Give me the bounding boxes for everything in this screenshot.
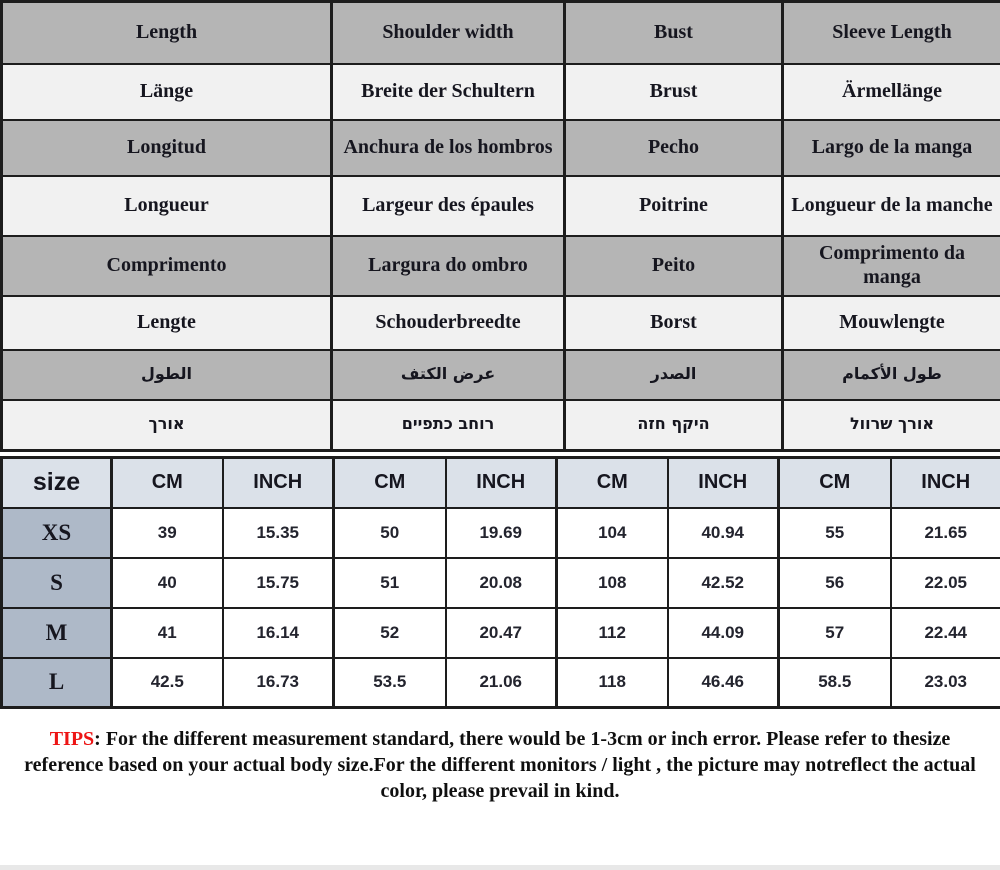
measurement-value: 104	[555, 506, 669, 559]
language-row-german: Länge Breite der Schultern Brust Ärmellänge	[0, 62, 1000, 121]
label-french-length: Longueur	[0, 174, 333, 237]
measurement-value: 56	[777, 556, 892, 609]
size-table-body: size CM INCH CM INCH CM INCH CM INCH XS 39 15.35 50 1…	[0, 456, 1000, 709]
measurement-value: 21.06	[444, 656, 558, 709]
label-spanish-length: Longitud	[0, 118, 333, 177]
label-portuguese-sleeve-length: Comprimento da manga	[781, 234, 1000, 297]
label-arabic-sleeve-length: طول الأكمام	[781, 348, 1000, 401]
size-label-XS: XS	[0, 506, 113, 559]
label-french-bust: Poitrine	[563, 174, 784, 237]
label-spanish-shoulder-width: Anchura de los hombros	[330, 118, 566, 177]
language-row-dutch: Lengte Schouderbreedte Borst Mouwlengte	[0, 294, 1000, 351]
measurement-value: 19.69	[444, 506, 558, 559]
label-arabic-length: الطول	[0, 348, 333, 401]
language-row-english: Length Shoulder width Bust Sleeve Length	[0, 0, 1000, 65]
label-portuguese-shoulder-width: Largura do ombro	[330, 234, 566, 297]
size-row-L: L 42.5 16.73 53.5 21.06 118 46.46 58.5 23.03	[0, 656, 1000, 709]
label-hebrew-shoulder-width: רוחב כתפיים	[330, 398, 566, 452]
size-label-M: M	[0, 606, 113, 659]
label-dutch-bust: Borst	[563, 294, 784, 351]
label-spanish-sleeve-length: Largo de la manga	[781, 118, 1000, 177]
language-row-hebrew: אורך רוחב כתפיים היקף חזה אורך שרוול	[0, 398, 1000, 452]
language-row-arabic: الطول عرض الكتف الصدر طول الأكمام	[0, 348, 1000, 401]
label-spanish-bust: Pecho	[563, 118, 784, 177]
language-table: Length Shoulder width Bust Sleeve Length Län…	[0, 0, 1000, 452]
bottom-strip	[0, 865, 1000, 870]
label-german-length: Länge	[0, 62, 333, 121]
measurement-value: 39	[110, 506, 224, 559]
size-row-M: M 41 16.14 52 20.47 112 44.09 57 22.44	[0, 606, 1000, 659]
label-hebrew-bust: היקף חזה	[563, 398, 784, 452]
measurement-value: 40.94	[666, 506, 780, 559]
label-german-sleeve-length: Ärmellänge	[781, 62, 1000, 121]
tips-label: TIPS	[49, 728, 95, 750]
label-hebrew-sleeve-length: אורך שרוול	[781, 398, 1000, 452]
measurement-value: 50	[332, 506, 447, 559]
size-table-header-row: size CM INCH CM INCH CM INCH CM INCH	[0, 456, 1000, 509]
size-table: size CM INCH CM INCH CM INCH CM INCH XS 39 15.35 50 1…	[0, 456, 1000, 709]
label-arabic-bust: الصدر	[563, 348, 784, 401]
tips-body: : For the different measurement standard…	[24, 728, 976, 802]
tips-text: TIPS: For the different measurement stan…	[11, 726, 989, 804]
language-row-portuguese: Comprimento Largura do ombro Peito Comprime…	[0, 234, 1000, 297]
unit-header: CM	[332, 456, 447, 509]
measurement-value: 42.52	[666, 556, 780, 609]
measurement-value: 21.65	[889, 506, 1000, 559]
measurement-value: 52	[332, 606, 447, 659]
language-table-body: Length Shoulder width Bust Sleeve Length Län…	[0, 0, 1000, 452]
language-row-spanish: Longitud Anchura de los hombros Pecho Largo…	[0, 118, 1000, 177]
unit-header: INCH	[221, 456, 335, 509]
label-hebrew-length: אורך	[0, 398, 333, 452]
size-column-header: size	[0, 456, 113, 509]
measurement-value: 40	[110, 556, 224, 609]
unit-header: INCH	[889, 456, 1000, 509]
size-label-L: L	[0, 656, 113, 709]
size-label-S: S	[0, 556, 113, 609]
label-english-length: Length	[0, 0, 333, 65]
language-row-french: Longueur Largeur des épaules Poitrine Longu…	[0, 174, 1000, 237]
measurement-value: 16.14	[221, 606, 335, 659]
label-german-bust: Brust	[563, 62, 784, 121]
measurement-value: 118	[555, 656, 669, 709]
measurement-value: 23.03	[889, 656, 1000, 709]
measurement-value: 51	[332, 556, 447, 609]
label-french-sleeve-length: Longueur de la manche	[781, 174, 1000, 237]
size-row-S: S 40 15.75 51 20.08 108 42.52 56 22.05	[0, 556, 1000, 609]
measurement-value: 22.44	[889, 606, 1000, 659]
measurement-value: 42.5	[110, 656, 224, 709]
measurement-value: 20.47	[444, 606, 558, 659]
unit-header: CM	[555, 456, 669, 509]
label-portuguese-length: Comprimento	[0, 234, 333, 297]
unit-header: CM	[110, 456, 224, 509]
measurement-value: 46.46	[666, 656, 780, 709]
label-arabic-shoulder-width: عرض الكتف	[330, 348, 566, 401]
measurement-value: 55	[777, 506, 892, 559]
measurement-value: 16.73	[221, 656, 335, 709]
label-portuguese-bust: Peito	[563, 234, 784, 297]
label-dutch-length: Lengte	[0, 294, 333, 351]
label-english-sleeve-length: Sleeve Length	[781, 0, 1000, 65]
unit-header: INCH	[444, 456, 558, 509]
size-row-XS: XS 39 15.35 50 19.69 104 40.94 55 21.65	[0, 506, 1000, 559]
label-english-shoulder-width: Shoulder width	[330, 0, 566, 65]
measurement-value: 53.5	[332, 656, 447, 709]
label-german-shoulder-width: Breite der Schultern	[330, 62, 566, 121]
unit-header: INCH	[666, 456, 780, 509]
measurement-value: 112	[555, 606, 669, 659]
label-english-bust: Bust	[563, 0, 784, 65]
measurement-value: 41	[110, 606, 224, 659]
measurement-value: 22.05	[889, 556, 1000, 609]
measurement-value: 108	[555, 556, 669, 609]
measurement-value: 58.5	[777, 656, 892, 709]
measurement-value: 20.08	[444, 556, 558, 609]
measurement-value: 15.35	[221, 506, 335, 559]
measurement-value: 57	[777, 606, 892, 659]
measurement-value: 15.75	[221, 556, 335, 609]
measurement-value: 44.09	[666, 606, 780, 659]
label-dutch-sleeve-length: Mouwlengte	[781, 294, 1000, 351]
unit-header: CM	[777, 456, 892, 509]
label-french-shoulder-width: Largeur des épaules	[330, 174, 566, 237]
label-dutch-shoulder-width: Schouderbreedte	[330, 294, 566, 351]
